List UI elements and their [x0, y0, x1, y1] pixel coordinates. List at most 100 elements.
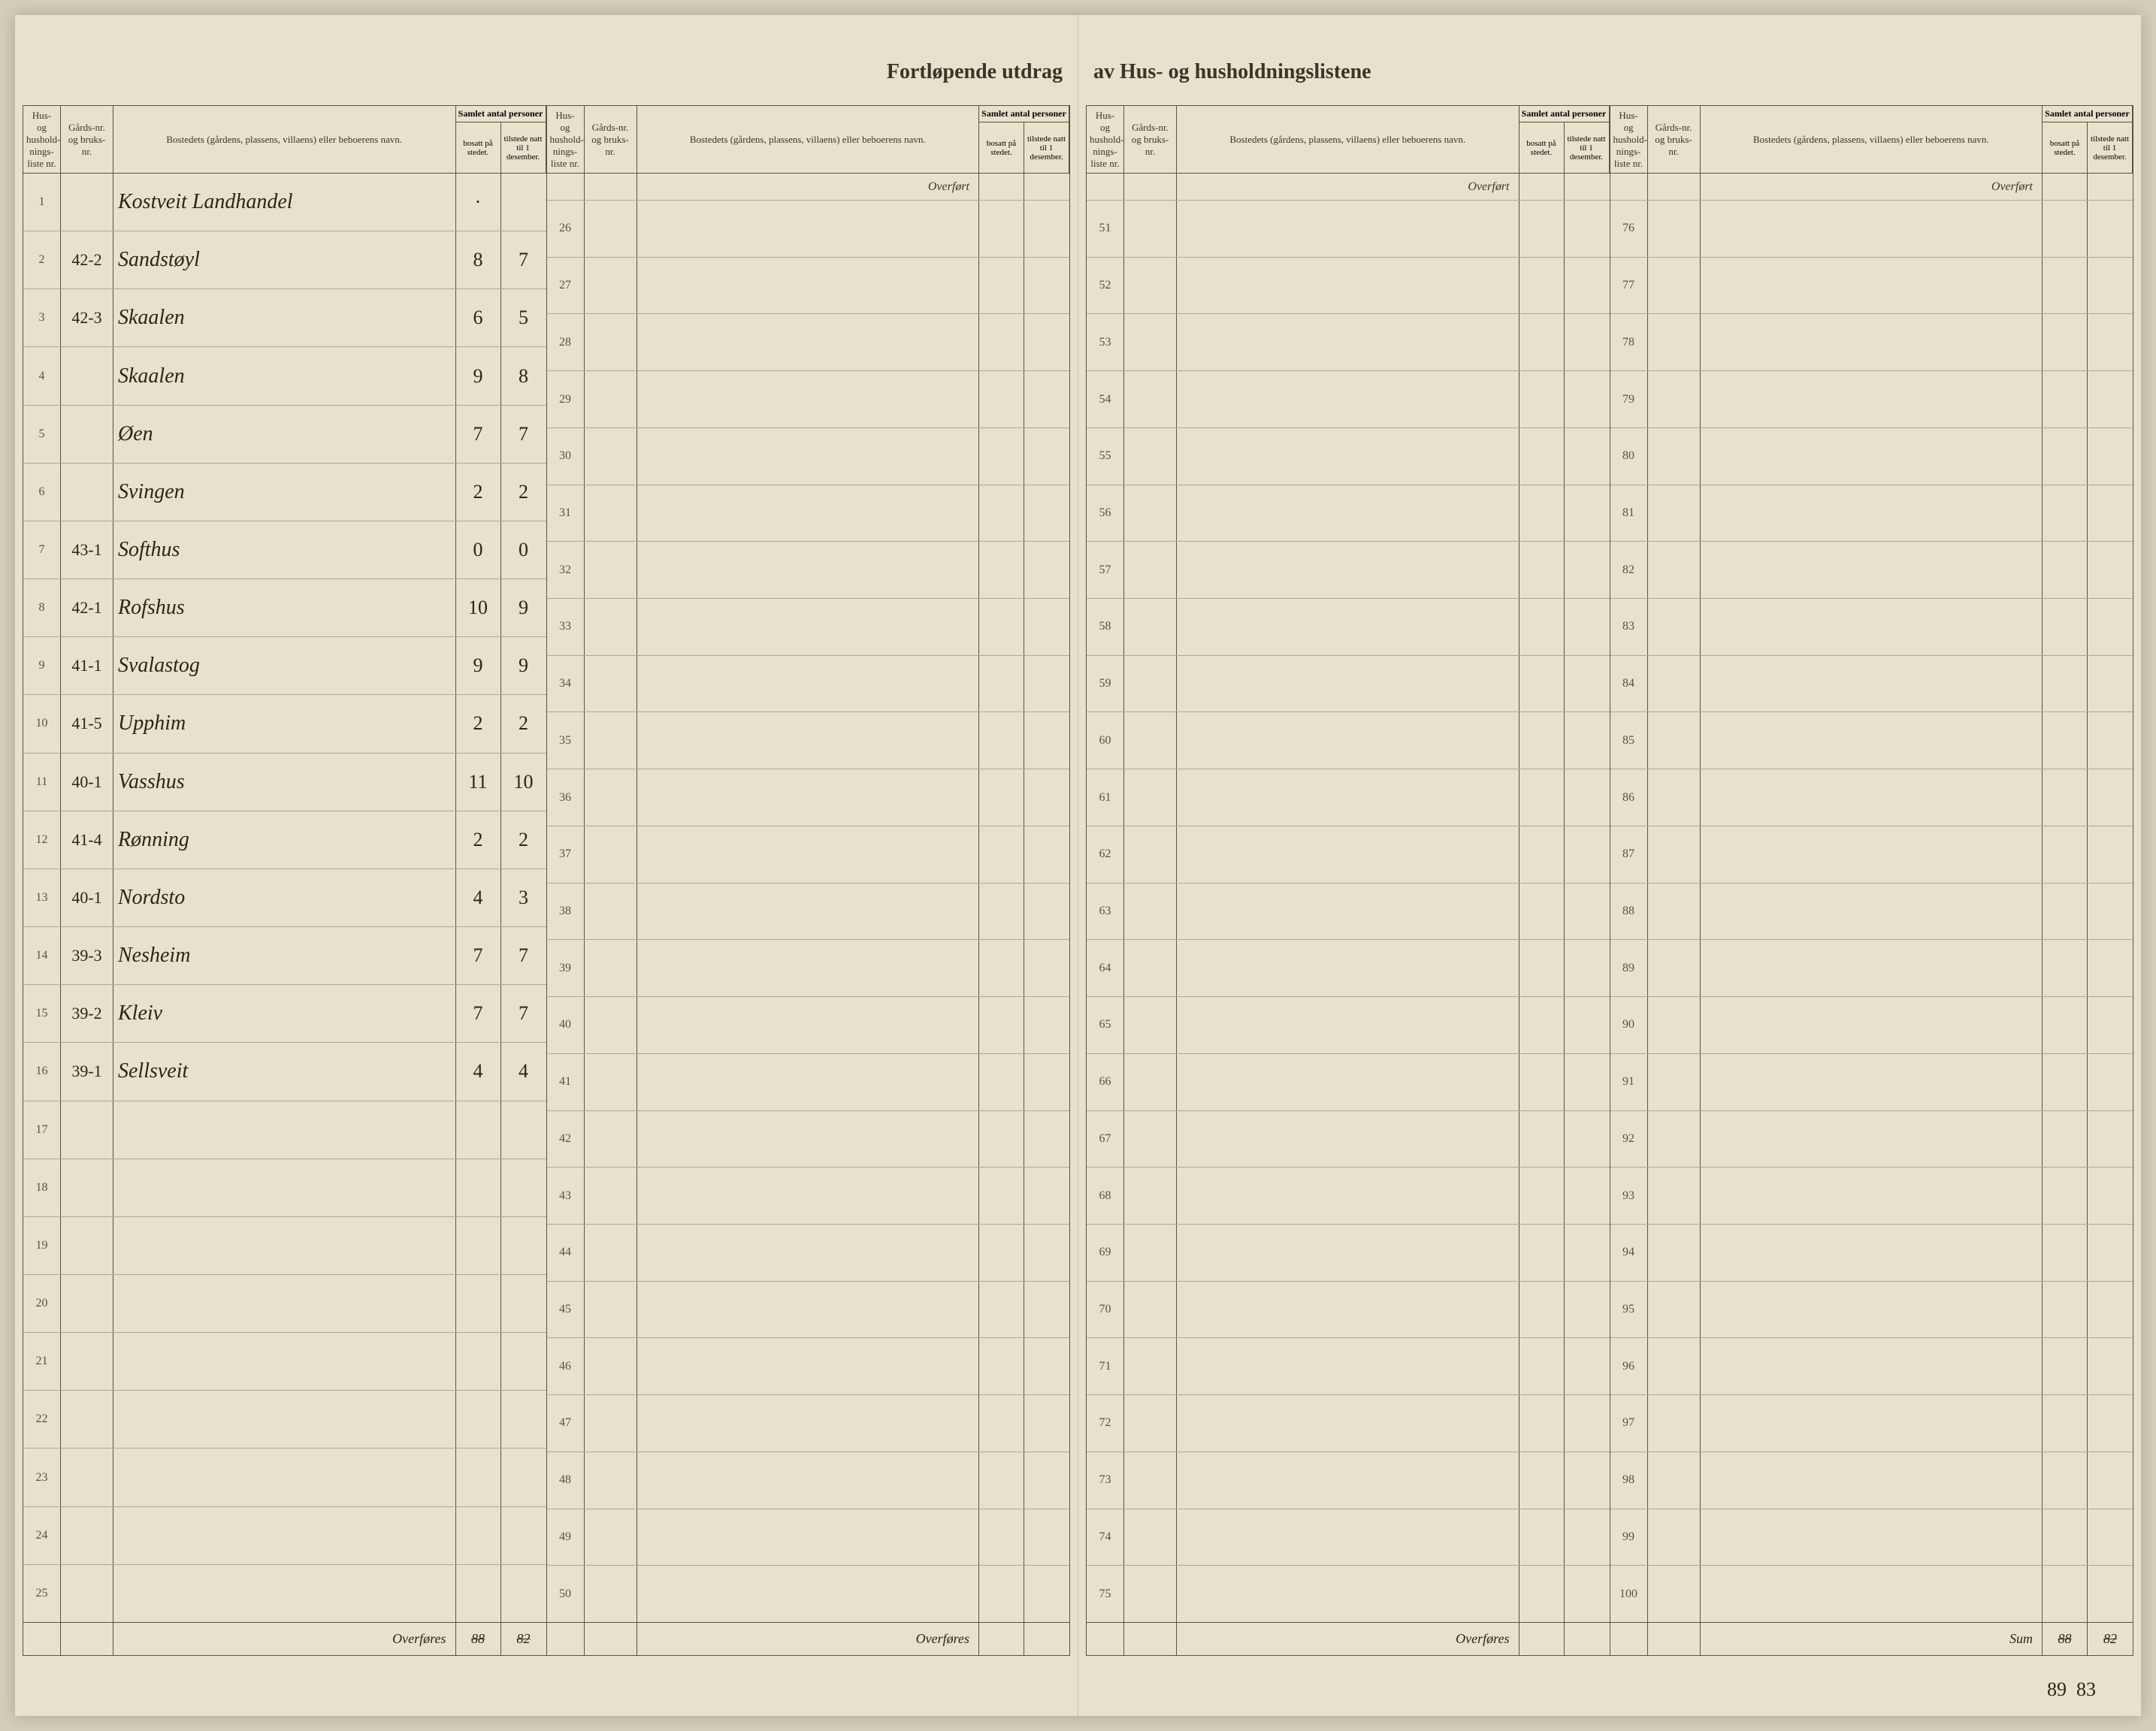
cell — [585, 1111, 637, 1168]
cell — [113, 1391, 456, 1448]
cell: 13 — [23, 869, 61, 926]
cell — [1565, 712, 1610, 769]
table-row: 66 — [1087, 1054, 1610, 1111]
cell — [1177, 712, 1519, 769]
cell — [2088, 1282, 2133, 1338]
table-row: 38 — [547, 884, 1070, 941]
cell: 74 — [1087, 1509, 1124, 1566]
cell — [585, 1566, 637, 1622]
cell — [1177, 1111, 1519, 1168]
header-bosted: Bostedets (gårdens, plassens, villaens) … — [113, 106, 456, 173]
cell: 16 — [23, 1043, 61, 1100]
table-row: 842-1Rofshus109 — [23, 579, 546, 637]
footer-bosatt-1: 88 — [456, 1623, 501, 1655]
cell: 24 — [23, 1507, 61, 1564]
cell: 2 — [23, 231, 61, 288]
cell — [585, 201, 637, 257]
cell — [1565, 258, 1610, 314]
cell: 4 — [456, 869, 501, 926]
cell — [1024, 371, 1069, 427]
header-samlet: Samlet antal personer bosatt på stedet. … — [1519, 106, 1610, 173]
table-row: 72 — [1087, 1395, 1610, 1452]
overfores-label: Overføres — [1177, 1623, 1519, 1655]
table-row: 61 — [1087, 769, 1610, 826]
cell: 95 — [1610, 1282, 1648, 1338]
cell — [979, 542, 1024, 598]
cell: 60 — [1087, 712, 1124, 769]
cell — [501, 1217, 546, 1274]
cell — [1177, 542, 1519, 598]
cell: Kostveit Landhandel — [113, 174, 456, 231]
cell — [637, 485, 980, 542]
cell — [1519, 1225, 1565, 1281]
cell — [1024, 1452, 1069, 1509]
cell — [1124, 1054, 1177, 1110]
cell: 36 — [547, 769, 585, 826]
cell — [1565, 1111, 1610, 1168]
cell: 53 — [1087, 314, 1124, 370]
overfort-label: Overført — [1177, 174, 1519, 200]
cell — [637, 1566, 980, 1622]
cell — [501, 1275, 546, 1332]
cell: 9 — [23, 637, 61, 694]
cell — [1124, 201, 1177, 257]
table-row: 65 — [1087, 997, 1610, 1054]
cell — [2043, 599, 2088, 655]
cell — [585, 1509, 637, 1566]
cell — [637, 769, 980, 826]
cell: Vasshus — [113, 754, 456, 811]
cell: 51 — [1087, 201, 1124, 257]
cell — [637, 1168, 980, 1224]
table-row: 33 — [547, 599, 1070, 656]
cell: 85 — [1610, 712, 1648, 769]
cell — [1519, 1566, 1565, 1622]
cell — [1024, 1338, 1069, 1394]
cell — [979, 258, 1024, 314]
cell — [1648, 599, 1701, 655]
cell — [113, 1507, 456, 1564]
cell: 52 — [1087, 258, 1124, 314]
cell — [1124, 1225, 1177, 1281]
cell: 2 — [456, 464, 501, 521]
cell — [979, 1054, 1024, 1110]
cell: 2 — [456, 695, 501, 752]
cell: 32 — [547, 542, 585, 598]
cell — [979, 712, 1024, 769]
cell: 62 — [1087, 826, 1124, 883]
cell — [1024, 485, 1069, 542]
cell: 0 — [501, 521, 546, 579]
cell — [585, 485, 637, 542]
cell: 39-3 — [61, 927, 113, 984]
cell — [1177, 769, 1519, 826]
cell — [1519, 1054, 1565, 1110]
cell: 48 — [547, 1452, 585, 1509]
cell: 5 — [501, 289, 546, 346]
cell: 7 — [23, 521, 61, 579]
body-col4: 7677787980818283848586878889909192939495… — [1610, 201, 2133, 1622]
cell — [1701, 258, 2043, 314]
cell: 39 — [547, 940, 585, 996]
sum-bosatt-2: 89 — [2047, 1678, 2067, 1700]
table-row: 97 — [1610, 1395, 2133, 1452]
cell — [1701, 1282, 2043, 1338]
cell: 9 — [456, 347, 501, 404]
cell — [1701, 997, 2043, 1053]
cell — [2088, 656, 2133, 712]
cell — [1648, 1168, 1701, 1224]
cell — [2043, 1054, 2088, 1110]
cell — [2043, 1338, 2088, 1394]
header-bosatt: bosatt på stedet. — [456, 122, 501, 173]
table-row: 76 — [1610, 201, 2133, 258]
cell — [979, 1338, 1024, 1394]
cell — [585, 826, 637, 883]
cell — [1519, 485, 1565, 542]
cell — [1124, 314, 1177, 370]
cell — [1565, 1338, 1610, 1394]
overfort-row: Overført — [1087, 174, 1610, 201]
cell — [61, 1275, 113, 1332]
table-row: 56 — [1087, 485, 1610, 542]
cell — [1024, 599, 1069, 655]
cell — [1519, 1282, 1565, 1338]
cell — [501, 1101, 546, 1159]
cell: 35 — [547, 712, 585, 769]
